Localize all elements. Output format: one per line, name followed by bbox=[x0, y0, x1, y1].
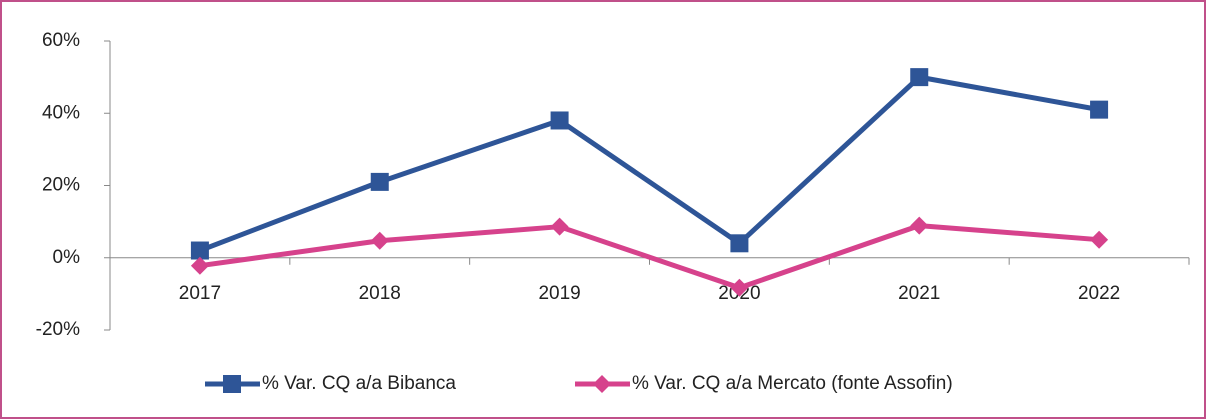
y-tick-label: 60% bbox=[42, 30, 80, 51]
data-point bbox=[550, 217, 569, 236]
data-point bbox=[730, 278, 749, 297]
series-line bbox=[199, 223, 1100, 291]
legend-marker bbox=[223, 375, 241, 393]
legend-label: % Var. CQ a/a Bibanca bbox=[262, 373, 456, 394]
data-point bbox=[190, 241, 209, 260]
x-tick-label: 2018 bbox=[359, 283, 401, 304]
y-tick-label: 20% bbox=[42, 175, 80, 196]
data-point bbox=[1090, 100, 1109, 119]
x-tick-label: 2019 bbox=[538, 283, 580, 304]
x-tick-label: 2021 bbox=[898, 283, 940, 304]
data-point bbox=[910, 68, 929, 87]
data-point bbox=[550, 111, 569, 130]
series-line bbox=[199, 74, 1100, 253]
data-point bbox=[190, 256, 209, 275]
legend-marker bbox=[593, 375, 611, 393]
data-point bbox=[730, 234, 749, 253]
data-point bbox=[1090, 230, 1109, 249]
y-tick-label: 40% bbox=[42, 102, 80, 123]
legend-label: % Var. CQ a/a Mercato (fonte Assofin) bbox=[632, 373, 953, 394]
data-point bbox=[910, 216, 929, 235]
y-tick-label: 0% bbox=[53, 247, 81, 268]
y-tick-label: -20% bbox=[36, 319, 80, 340]
x-tick-label: 2017 bbox=[179, 283, 221, 304]
data-point bbox=[370, 231, 389, 250]
x-tick-label: 2022 bbox=[1078, 283, 1120, 304]
data-point bbox=[370, 172, 389, 191]
